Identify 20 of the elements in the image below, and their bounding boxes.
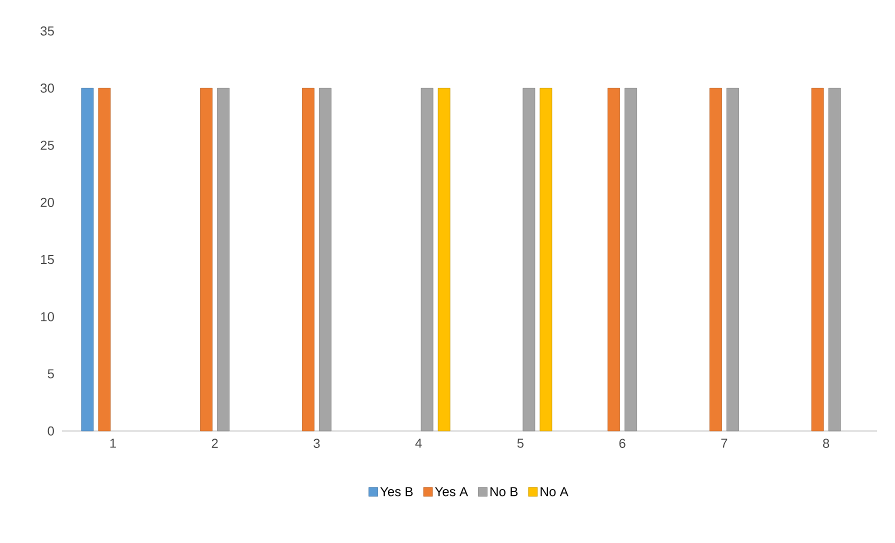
x-tick-label: 2 bbox=[212, 438, 218, 448]
y-tick-label: 10 bbox=[41, 312, 54, 322]
y-tick-label: 30 bbox=[40, 84, 54, 93]
x-tick-label: 3 bbox=[314, 438, 320, 448]
y-tick-label: 5 bbox=[48, 369, 54, 378]
y-tick-label: 35 bbox=[40, 26, 54, 36]
y-tick-label: 0 bbox=[48, 426, 54, 436]
x-tick-label: 6 bbox=[619, 438, 626, 448]
legend-label: Yes A bbox=[435, 487, 468, 496]
x-tick-label: 8 bbox=[823, 438, 830, 448]
x-tick-label: 1 bbox=[110, 438, 116, 448]
y-tick-label: 25 bbox=[40, 140, 54, 150]
legend-label: Yes B bbox=[380, 487, 413, 496]
y-tick-label: 15 bbox=[41, 255, 54, 264]
legend-label: No A bbox=[540, 487, 568, 496]
legend-label: No B bbox=[490, 487, 518, 496]
x-tick-label: 7 bbox=[721, 438, 728, 448]
x-tick-label: 5 bbox=[517, 438, 524, 448]
y-tick-label: 20 bbox=[40, 198, 54, 208]
x-tick-label: 4 bbox=[415, 438, 422, 448]
